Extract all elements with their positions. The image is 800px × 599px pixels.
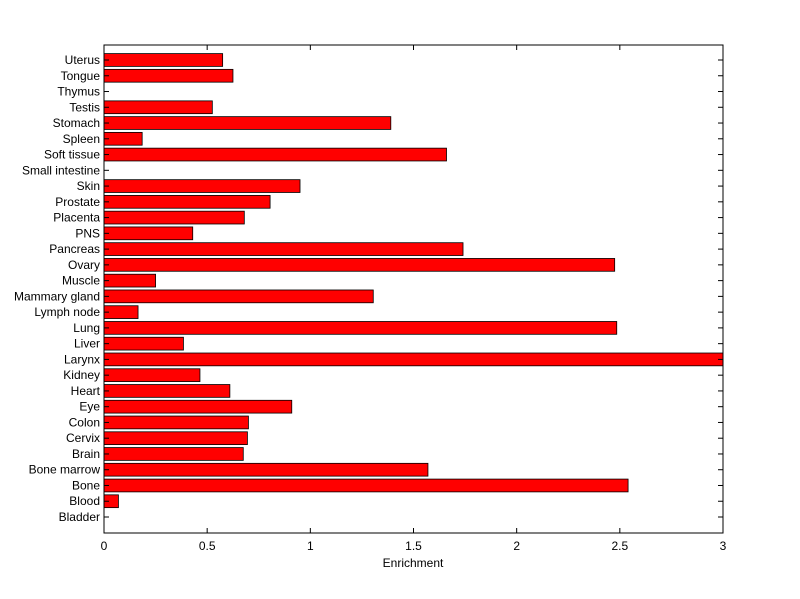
bar-skin: [103, 179, 301, 193]
y-tick-label: Small intestine: [22, 163, 100, 177]
bar-spleen: [103, 131, 143, 146]
y-tick-label: Eye: [79, 400, 100, 414]
y-tick-label: Testis: [69, 100, 100, 114]
bars-group: [103, 53, 724, 509]
bar-colon: [103, 415, 249, 430]
y-tick-label: Bladder: [59, 510, 100, 524]
x-axis-label: Enrichment: [383, 556, 444, 570]
y-tick-label: Thymus: [57, 85, 100, 99]
bar-liver: [103, 336, 184, 351]
y-tick-label: Placenta: [53, 211, 100, 225]
y-tick-label: Colon: [69, 415, 100, 429]
y-tick-label: Muscle: [62, 274, 100, 288]
bar-heart: [103, 384, 231, 398]
bar-soft-tissue: [103, 147, 447, 162]
y-tick-label: Mammary gland: [14, 289, 100, 303]
bar-kidney: [103, 368, 201, 382]
y-tick-label: Bone: [72, 478, 100, 492]
bar-pns: [103, 226, 194, 241]
x-tick-label: 2.5: [611, 539, 628, 553]
y-tick-label: Stomach: [53, 116, 100, 130]
bar-bone-marrow: [103, 462, 429, 477]
bar-stomach: [103, 116, 392, 130]
bar-ovary: [103, 258, 616, 272]
y-tick-label: Pancreas: [49, 242, 100, 256]
bar-muscle: [103, 273, 156, 288]
bar-cervix: [103, 431, 248, 446]
bar-uterus: [103, 53, 224, 67]
bar-placenta: [103, 210, 245, 225]
x-tick-label: 1: [307, 539, 314, 553]
x-tick-label: 0: [101, 539, 108, 553]
bar-tongue: [103, 68, 234, 83]
y-tick-label: Cervix: [66, 431, 100, 445]
y-tick-label: Liver: [74, 337, 100, 351]
y-tick-label: Prostate: [55, 195, 100, 209]
y-tick-label: Soft tissue: [44, 148, 100, 162]
y-tick-label: Lymph node: [34, 305, 100, 319]
y-tick-label: Brain: [72, 447, 100, 461]
bar-bone: [103, 478, 629, 493]
x-tick-label: 3: [720, 539, 727, 553]
y-tick-label: Skin: [77, 179, 100, 193]
x-axis-ticks: 0 0.5 1 1.5 2 2.5 3: [101, 45, 727, 553]
y-tick-label: Kidney: [63, 368, 100, 382]
y-tick-label: Spleen: [63, 132, 100, 146]
y-tick-label: Uterus: [65, 53, 100, 67]
y-tick-label: Larynx: [64, 352, 100, 366]
y-tick-label: Bone marrow: [29, 463, 101, 477]
x-tick-label: 2: [513, 539, 520, 553]
y-tick-label: Heart: [71, 384, 101, 398]
bar-larynx: [103, 352, 724, 367]
bar-prostate: [103, 195, 271, 209]
bar-pancreas: [103, 242, 464, 256]
bar-lung: [103, 321, 618, 335]
bar-brain: [103, 447, 244, 461]
x-tick-label: 0.5: [199, 539, 216, 553]
bar-mammary-gland: [103, 289, 374, 304]
y-tick-label: Lung: [73, 321, 100, 335]
y-tick-label: Ovary: [68, 258, 100, 272]
bar-eye: [103, 399, 293, 414]
y-tick-label: Tongue: [61, 69, 101, 83]
bar-lymph-node: [103, 305, 139, 319]
y-tick-label: Blood: [69, 494, 100, 508]
y-tick-label: PNS: [75, 226, 100, 240]
x-tick-label: 1.5: [405, 539, 422, 553]
bar-testis: [103, 100, 213, 115]
